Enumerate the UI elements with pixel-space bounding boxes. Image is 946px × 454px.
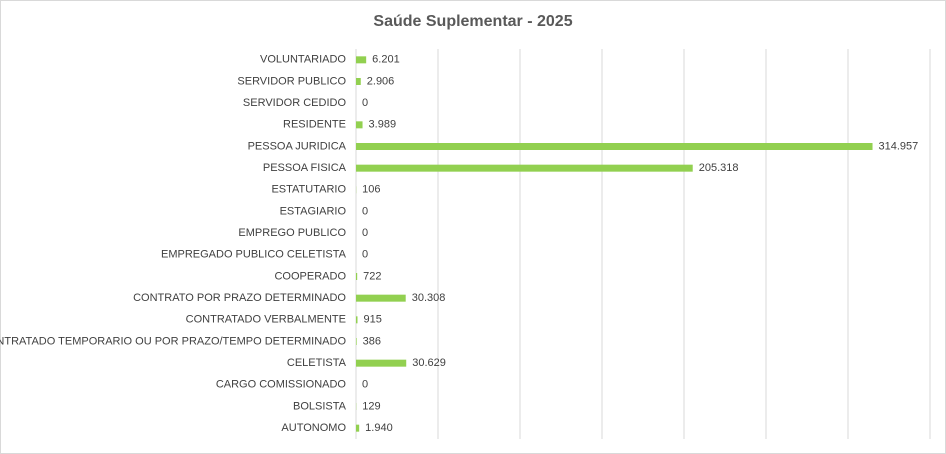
bar (356, 164, 693, 172)
chart-title: Saúde Suplementar - 2025 (373, 13, 572, 30)
y-tick-label: PESSOA FISICA (263, 162, 347, 174)
y-tick-label: RESIDENTE (283, 119, 346, 131)
data-label: 0 (362, 205, 368, 217)
y-tick-label: SERVIDOR CEDIDO (243, 97, 347, 109)
bar (356, 294, 406, 302)
y-tick-label: SERVIDOR PUBLICO (237, 75, 346, 87)
bar (356, 338, 357, 345)
data-label: 0 (362, 249, 368, 261)
y-tick-label: CARGO COMISSIONADO (216, 379, 347, 391)
y-tick-label: CONTRATADO VERBALMENTE (186, 314, 346, 326)
data-label: 106 (362, 184, 380, 196)
y-tick-label: ESTAGIARIO (280, 205, 347, 217)
bar (356, 316, 358, 324)
data-label: 205.318 (699, 162, 739, 174)
data-label: 30.308 (412, 292, 446, 304)
data-label: 386 (363, 335, 381, 347)
bar (356, 121, 363, 129)
y-tick-label: EMPREGO PUBLICO (238, 227, 346, 239)
data-label: 129 (362, 400, 380, 412)
bar (356, 424, 360, 432)
data-label: 314.957 (879, 140, 919, 152)
y-tick-label: PESSOA JURIDICA (248, 140, 347, 152)
data-label: 722 (363, 270, 381, 282)
y-tick-label: CELETISTA (287, 357, 347, 369)
y-tick-label: BOLSISTA (293, 400, 347, 412)
y-tick-label: ESTATUTARIO (271, 184, 346, 196)
data-label: 915 (364, 314, 382, 326)
data-label: 3.989 (369, 119, 397, 131)
y-tick-label: CONTRATO POR PRAZO DETERMINADO (133, 292, 346, 304)
data-label: 30.629 (412, 357, 446, 369)
data-label: 0 (362, 97, 368, 109)
bar (356, 56, 367, 64)
data-label: 0 (362, 227, 368, 239)
bar (356, 143, 873, 150)
bar (356, 273, 358, 280)
y-tick-label: CONTRATADO TEMPORARIO OU POR PRAZO/TEMPO… (0, 335, 346, 347)
y-tick-label: EMPREGADO PUBLICO CELETISTA (161, 249, 347, 261)
y-tick-label: COOPERADO (274, 270, 346, 282)
data-label: 6.201 (372, 54, 400, 66)
data-label: 2.906 (367, 75, 395, 87)
y-tick-label: AUTONOMO (281, 422, 346, 434)
data-label: 0 (362, 379, 368, 391)
y-tick-label: VOLUNTARIADO (260, 54, 346, 66)
bar (356, 359, 407, 367)
bar (356, 78, 361, 85)
data-label: 1.940 (365, 422, 393, 434)
